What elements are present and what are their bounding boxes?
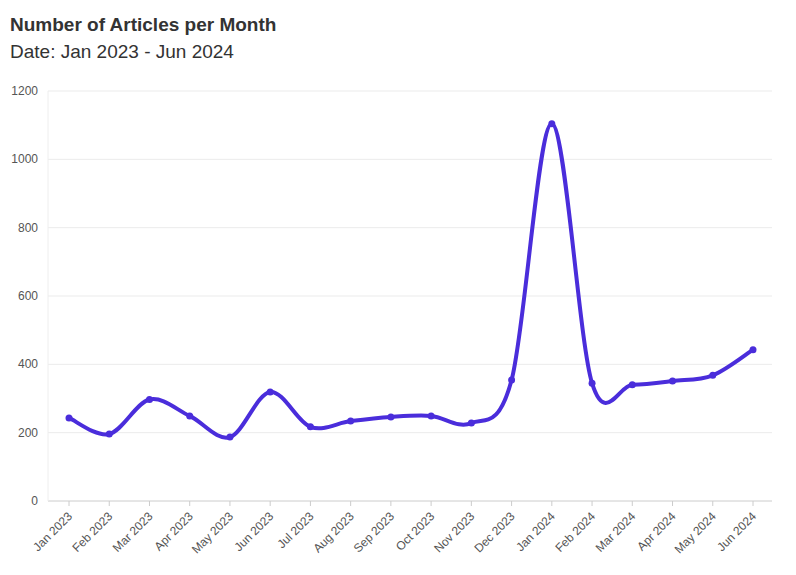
point [709, 372, 716, 379]
x-tick [471, 501, 472, 506]
x-tick-label: Jan 2023 [30, 509, 75, 554]
x-tick [149, 501, 150, 506]
x-tick-label: May 2023 [189, 509, 236, 556]
y-tick-label: 800 [18, 221, 38, 235]
point [750, 346, 757, 353]
x-tick-label: Aug 2023 [311, 509, 357, 555]
x-tick [69, 501, 70, 506]
x-tick-label: Jun 2023 [231, 509, 276, 554]
x-tick-label: May 2024 [672, 509, 719, 556]
x-tick [632, 501, 633, 506]
point [347, 418, 354, 425]
subtitle: Date: Jan 2023 - Jun 2024 [10, 41, 234, 62]
grid-line [48, 91, 772, 92]
chart-svg: Number of Articles per Month Date: Jan 20… [0, 0, 796, 575]
grid-line [48, 432, 772, 433]
x-tick-label: Feb 2023 [70, 509, 116, 555]
x-tick-label: Mar 2024 [593, 509, 639, 555]
point [267, 389, 274, 396]
grid-line [48, 159, 772, 160]
x-tick [109, 501, 110, 506]
x-tick-label: Sep 2023 [351, 509, 397, 555]
point [669, 378, 676, 385]
point [548, 120, 555, 127]
grid-line [48, 227, 772, 228]
x-tick-label: Jun 2024 [714, 509, 759, 554]
x-tick-label: Oct 2023 [393, 509, 438, 554]
line [69, 124, 753, 438]
chart-container: Number of Articles per Month Date: Jan 20… [0, 0, 796, 575]
x-tick-label: Feb 2024 [552, 509, 598, 555]
point [589, 380, 596, 387]
x-tick [511, 501, 512, 506]
point [146, 396, 153, 403]
grid-line [48, 364, 772, 365]
x-tick [310, 501, 311, 506]
x-tick [592, 501, 593, 506]
y-tick-label: 600 [18, 289, 38, 303]
point [508, 377, 515, 384]
y-tick-label: 1200 [11, 84, 38, 98]
x-tick [431, 501, 432, 506]
point [66, 414, 73, 421]
x-tick-label: Dec 2023 [471, 509, 517, 555]
title: Number of Articles per Month [10, 14, 276, 35]
x-tick-label: Mar 2023 [110, 509, 156, 555]
point [106, 431, 113, 438]
x-tick-label: Jan 2024 [513, 509, 558, 554]
y-axis-line [48, 91, 49, 501]
point [226, 434, 233, 441]
x-tick [753, 501, 754, 506]
point [468, 420, 475, 427]
point [307, 423, 314, 430]
y-tick-label: 400 [18, 357, 38, 371]
y-tick-label: 0 [31, 494, 38, 508]
point [428, 412, 435, 419]
x-tick [551, 501, 552, 506]
point [387, 413, 394, 420]
y-tick-label: 1000 [11, 152, 38, 166]
grid-line [48, 296, 772, 297]
plot-marks [66, 120, 757, 440]
x-tick [350, 501, 351, 506]
grid-line [48, 501, 772, 502]
x-tick [189, 501, 190, 506]
x-tick-label: Nov 2023 [431, 509, 477, 555]
y-tick-label: 200 [18, 426, 38, 440]
x-tick [270, 501, 271, 506]
x-tick [390, 501, 391, 506]
point [629, 381, 636, 388]
x-tick [672, 501, 673, 506]
x-tick [712, 501, 713, 506]
x-tick [229, 501, 230, 506]
point [186, 412, 193, 419]
